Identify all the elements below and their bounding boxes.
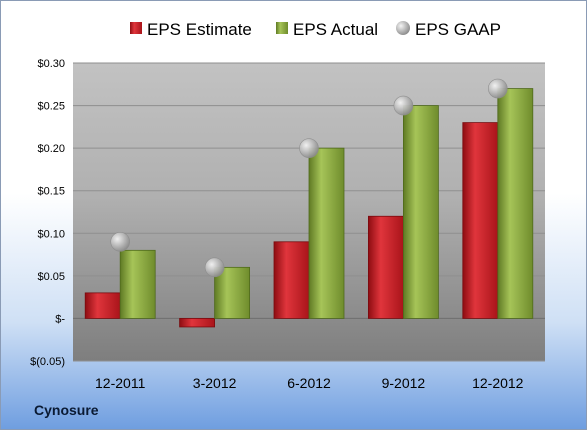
legend-swatch-estimate <box>130 22 142 34</box>
y-tick-label: $0.25 <box>37 101 65 113</box>
gaap-marker <box>110 232 130 252</box>
x-category-label: 12-2011 <box>95 375 146 391</box>
estimate-bar <box>84 292 121 319</box>
actual-bar <box>497 88 534 319</box>
legend-label-gaap: EPS GAAP <box>415 20 501 39</box>
x-category-label: 6-2012 <box>287 375 331 391</box>
estimate-bar <box>462 122 499 319</box>
x-category-label: 12-2012 <box>472 375 524 391</box>
y-tick-label: $0.30 <box>37 58 65 70</box>
actual-bar <box>119 249 156 319</box>
gaap-marker <box>299 138 319 158</box>
y-tick-label: $0.10 <box>37 228 65 240</box>
y-axis-tick-labels: $(0.05) $- $0.05 $0.10 $0.15 $0.20 $0.25 $0.30 <box>30 58 65 368</box>
actual-bar <box>402 105 439 319</box>
legend-label-actual: EPS Actual <box>293 20 378 39</box>
bars <box>84 88 534 328</box>
gaap-markers <box>110 78 508 278</box>
x-category-label: 9-2012 <box>382 375 426 391</box>
y-tick-label: $(0.05) <box>30 356 65 368</box>
company-name: Cynosure <box>34 402 99 418</box>
legend-label-estimate: EPS Estimate <box>147 20 252 39</box>
legend-swatch-actual <box>276 22 288 34</box>
y-tick-label: $0.20 <box>37 143 65 155</box>
y-tick-label: $- <box>55 313 65 325</box>
x-category-label: 3-2012 <box>193 375 237 391</box>
legend: EPS Estimate EPS Actual EPS GAAP <box>130 20 501 39</box>
estimate-bar <box>179 318 216 328</box>
x-axis-category-labels: 12-2011 3-2012 6-2012 9-2012 12-2012 <box>95 375 524 391</box>
y-tick-label: $0.05 <box>37 271 65 283</box>
y-tick-label: $0.15 <box>37 186 65 198</box>
estimate-bar <box>367 215 404 319</box>
gaap-marker <box>487 78 508 99</box>
gaap-marker <box>204 257 225 278</box>
gaap-marker <box>393 95 414 116</box>
actual-bar <box>308 147 345 319</box>
legend-swatch-gaap <box>396 21 410 35</box>
estimate-bar <box>273 241 310 319</box>
actual-bar <box>214 266 251 319</box>
